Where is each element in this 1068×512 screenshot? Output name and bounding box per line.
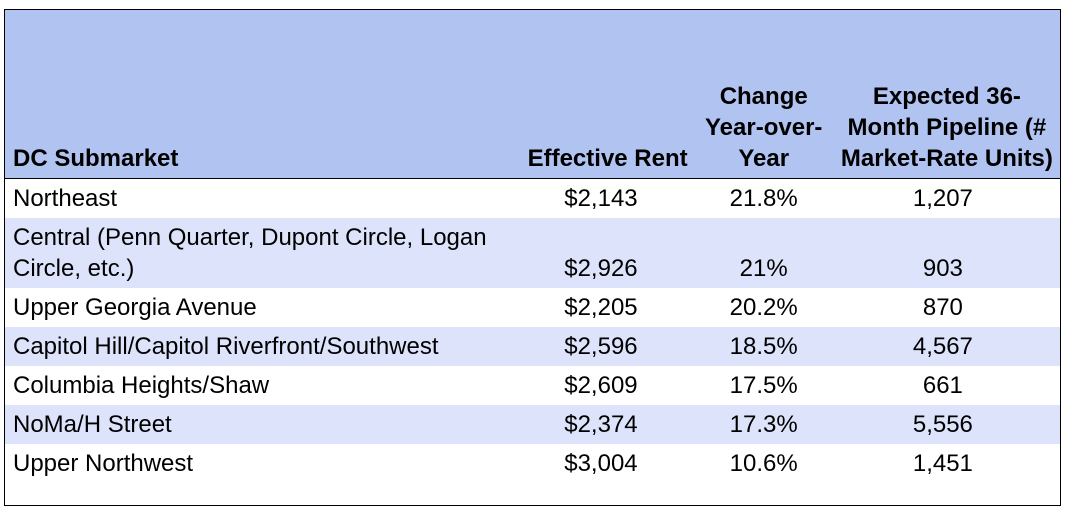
cell-submarket: Northeast — [13, 184, 118, 212]
cell-pipeline: 1,207 — [912, 184, 973, 212]
cell-pipeline: 870 — [922, 293, 963, 321]
table-row: Capitol Hill/Capitol Riverfront/Southwes… — [5, 326, 1060, 366]
cell-change: 17.3% — [729, 410, 798, 438]
table-body: Northeast $2,143 21.8% 1,207 Central (Pe… — [5, 178, 1060, 483]
header-submarket: DC Submarket — [13, 144, 179, 172]
cell-submarket: NoMa/H Street — [13, 410, 172, 438]
cell-change: 17.5% — [729, 371, 798, 399]
header-pipeline: Expected 36-Month Pipeline (# Market-Rat… — [840, 82, 1053, 172]
cell-pipeline: 903 — [922, 254, 963, 282]
cell-rent: $3,004 — [564, 449, 638, 477]
cell-submarket: Upper Northwest — [13, 449, 194, 477]
cell-change: 21.8% — [729, 184, 798, 212]
rent-table: DC Submarket Effective Rent Change Year-… — [4, 9, 1061, 506]
cell-pipeline: 5,556 — [912, 410, 973, 438]
table-row: Columbia Heights/Shaw $2,609 17.5% 661 — [5, 365, 1060, 405]
table-row: Upper Georgia Avenue $2,205 20.2% 870 — [5, 287, 1060, 327]
header-effective-rent: Effective Rent — [527, 144, 688, 172]
cell-pipeline: 4,567 — [912, 332, 973, 360]
cell-rent: $2,143 — [564, 184, 638, 212]
table-row: Northeast $2,143 21.8% 1,207 — [5, 178, 1060, 218]
cell-change: 21% — [739, 254, 788, 282]
cell-submarket: Capitol Hill/Capitol Riverfront/Southwes… — [13, 332, 439, 360]
cell-pipeline: 661 — [922, 371, 963, 399]
table-row: Upper Northwest $3,004 10.6% 1,451 — [5, 443, 1060, 483]
cell-pipeline: 1,451 — [912, 449, 973, 477]
cell-submarket: Central (Penn Quarter, Dupont Circle, Lo… — [13, 223, 487, 282]
cell-rent: $2,374 — [564, 410, 638, 438]
cell-submarket: Columbia Heights/Shaw — [13, 371, 270, 399]
cell-rent: $2,609 — [564, 371, 638, 399]
cell-change: 20.2% — [729, 293, 798, 321]
cell-submarket: Upper Georgia Avenue — [13, 293, 257, 321]
cell-change: 18.5% — [729, 332, 798, 360]
cell-rent: $2,926 — [564, 254, 638, 282]
table-row: NoMa/H Street $2,374 17.3% 5,556 — [5, 404, 1060, 444]
table-row: Central (Penn Quarter, Dupont Circle, Lo… — [5, 217, 1060, 288]
rent-table-grid: DC Submarket Effective Rent Change Year-… — [5, 10, 1060, 483]
header-row: DC Submarket Effective Rent Change Year-… — [5, 10, 1060, 178]
cell-rent: $2,205 — [564, 293, 638, 321]
header-change-yoy: Change Year-over-Year — [705, 82, 823, 172]
cell-change: 10.6% — [729, 449, 798, 477]
table-header: DC Submarket Effective Rent Change Year-… — [5, 10, 1060, 178]
cell-rent: $2,596 — [564, 332, 638, 360]
